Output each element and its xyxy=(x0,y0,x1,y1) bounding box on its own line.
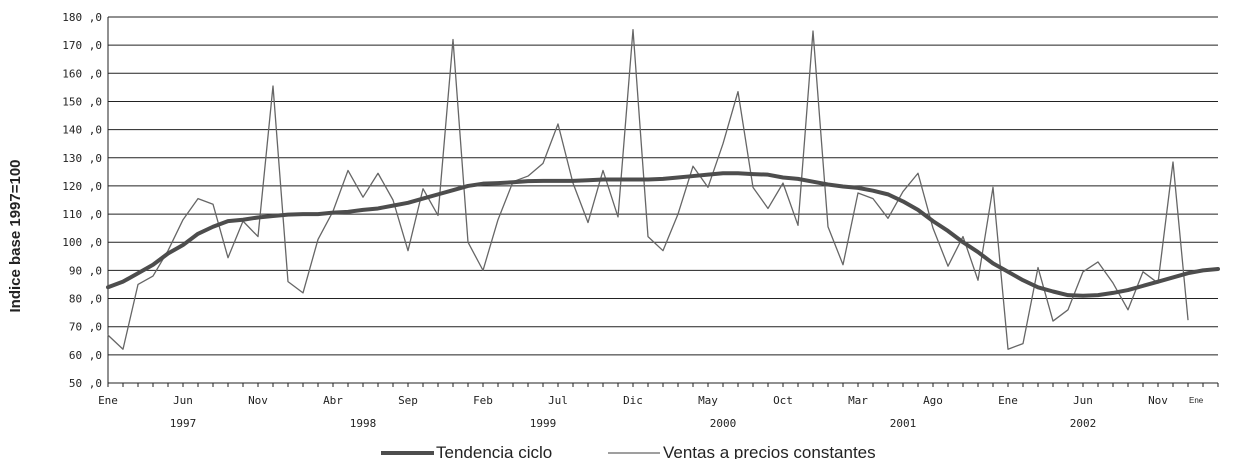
legend-label-tendencia: Tendencia ciclo xyxy=(436,443,552,459)
x-year-label: 2002 xyxy=(1070,417,1097,430)
y-tick-label: 100 ,0 xyxy=(62,236,102,249)
x-tick-label: Ene xyxy=(998,394,1018,407)
y-tick-label: 180 ,0 xyxy=(62,11,102,24)
x-year-label: 2001 xyxy=(890,417,917,430)
x-tick-label: Jul xyxy=(548,394,568,407)
x-tick-label: Ago xyxy=(923,394,943,407)
x-year-label: 1999 xyxy=(530,417,557,430)
legend: Tendencia ciclo Ventas a precios constan… xyxy=(381,443,876,459)
x-year-label: 1998 xyxy=(350,417,377,430)
series-lines xyxy=(106,29,1220,350)
y-tick-label: 70 ,0 xyxy=(69,321,102,334)
y-tick-label: 160 ,0 xyxy=(62,67,102,80)
y-tick-label: 60 ,0 xyxy=(69,349,102,362)
x-tick-label: Mar xyxy=(848,394,868,407)
x-tick-label: Oct xyxy=(773,394,793,407)
x-tick-label: Sep xyxy=(398,394,418,407)
y-tick-label: 170 ,0 xyxy=(62,39,102,52)
x-tick-label: Nov xyxy=(248,394,268,407)
y-tick-label: 120 ,0 xyxy=(62,180,102,193)
x-tick-label: Jun xyxy=(173,394,193,407)
x-tick-label: Ene xyxy=(98,394,118,407)
grid-lines xyxy=(107,16,1219,387)
x-tick-label: Jun xyxy=(1073,394,1093,407)
x-tick-label: Nov xyxy=(1148,394,1168,407)
series-line-tendencia-ciclo xyxy=(106,171,1220,298)
y-tick-label: 140 ,0 xyxy=(62,124,102,137)
y-tick-label: 90 ,0 xyxy=(69,264,102,277)
y-tick-label: 80 ,0 xyxy=(69,293,102,306)
y-tick-label: 110 ,0 xyxy=(62,208,102,221)
y-tick-label: 130 ,0 xyxy=(62,152,102,165)
x-axis-ticks: Ene Jun Nov Abr Sep Feb Jul Dic May Oct Mar Ago Ene J… xyxy=(98,394,1204,430)
x-tick-label: Abr xyxy=(323,394,343,407)
y-tick-label: 50 ,0 xyxy=(69,377,102,390)
x-tick-label-last: Ene xyxy=(1189,396,1204,405)
series-line-ventas xyxy=(107,29,1189,350)
legend-label-ventas: Ventas a precios constantes xyxy=(663,443,876,459)
y-tick-label: 150 ,0 xyxy=(62,95,102,108)
x-tick-label: Feb xyxy=(473,394,493,407)
x-tick-label: May xyxy=(698,394,718,407)
x-year-label: 1997 xyxy=(170,417,197,430)
x-tick-label: Dic xyxy=(623,394,643,407)
x-year-label: 2000 xyxy=(710,417,737,430)
y-axis-ticks: 50 ,0 60 ,0 70 ,0 80 ,0 90 ,0 100 ,0 110 ,0 120… xyxy=(62,11,102,390)
y-axis-label: Indice base 1997=100 xyxy=(7,159,24,312)
